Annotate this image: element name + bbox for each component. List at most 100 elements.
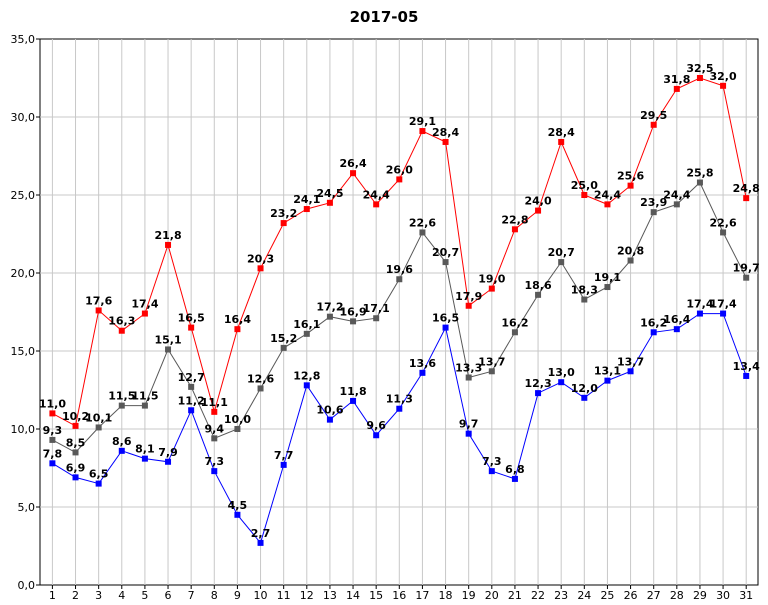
data-label: 32,0 — [710, 70, 737, 83]
data-label: 11,5 — [131, 390, 158, 403]
data-label: 17,4 — [686, 298, 713, 311]
x-tick-label: 24 — [577, 589, 591, 602]
data-point — [720, 310, 727, 317]
x-tick-label: 14 — [346, 589, 360, 602]
x-tick-label: 19 — [462, 589, 476, 602]
data-point — [257, 539, 264, 546]
data-point — [95, 307, 102, 314]
data-point — [118, 402, 125, 409]
data-point — [373, 315, 380, 322]
data-point — [627, 368, 634, 375]
data-label: 19,0 — [478, 273, 505, 286]
data-label: 13,3 — [455, 362, 482, 375]
y-tick-label: 10,0 — [11, 423, 36, 436]
x-tick-label: 10 — [254, 589, 268, 602]
data-point — [604, 201, 611, 208]
data-point — [465, 374, 472, 381]
data-point — [465, 430, 472, 437]
data-point — [280, 344, 287, 351]
grid — [40, 39, 758, 585]
data-point — [743, 372, 750, 379]
data-label: 16,2 — [501, 316, 528, 329]
data-label: 12,8 — [293, 369, 320, 382]
data-label: 20,7 — [548, 246, 575, 259]
data-point — [696, 179, 703, 186]
data-label: 11,3 — [386, 393, 413, 406]
data-label: 13,0 — [548, 366, 575, 379]
data-point — [49, 410, 56, 417]
x-tick-label: 5 — [141, 589, 148, 602]
data-point — [373, 201, 380, 208]
data-label: 26,4 — [339, 157, 366, 170]
data-point — [280, 220, 287, 227]
y-tick-label: 25,0 — [11, 189, 36, 202]
data-point — [627, 257, 634, 264]
data-label: 16,9 — [339, 305, 366, 318]
data-label: 16,4 — [224, 313, 251, 326]
data-label: 16,2 — [640, 316, 667, 329]
data-label: 8,5 — [66, 436, 86, 449]
data-label: 25,0 — [571, 179, 598, 192]
data-label: 16,1 — [293, 318, 320, 331]
data-point — [257, 385, 264, 392]
data-label: 24,4 — [594, 188, 621, 201]
data-point — [511, 226, 518, 233]
data-label: 12,6 — [247, 372, 274, 385]
x-tick-label: 25 — [600, 589, 614, 602]
data-point — [673, 85, 680, 92]
data-point — [488, 468, 495, 475]
data-label: 22,6 — [409, 216, 436, 229]
x-tick-label: 30 — [716, 589, 730, 602]
data-point — [442, 324, 449, 331]
data-label: 29,1 — [409, 115, 436, 128]
data-label: 16,3 — [108, 315, 135, 328]
data-point — [303, 330, 310, 337]
data-label: 24,1 — [293, 193, 320, 206]
data-point — [49, 436, 56, 443]
data-label: 21,8 — [154, 229, 181, 242]
data-point — [465, 302, 472, 309]
series-layer — [49, 75, 750, 546]
data-point — [165, 346, 172, 353]
y-tick-label: 30,0 — [11, 111, 36, 124]
data-point — [257, 265, 264, 272]
data-label: 7,3 — [205, 455, 225, 468]
data-label: 17,4 — [131, 298, 158, 311]
data-label: 28,4 — [548, 126, 575, 139]
data-point — [280, 461, 287, 468]
data-point — [720, 82, 727, 89]
data-point — [535, 291, 542, 298]
data-label: 7,9 — [158, 446, 178, 459]
data-label: 12,0 — [571, 382, 598, 395]
data-point — [604, 284, 611, 291]
x-tick-label: 8 — [211, 589, 218, 602]
data-point — [442, 259, 449, 266]
data-label: 17,9 — [455, 290, 482, 303]
data-point — [419, 369, 426, 376]
data-point — [49, 460, 56, 467]
data-point — [511, 329, 518, 336]
data-point — [72, 474, 79, 481]
data-label: 24,5 — [316, 187, 343, 200]
x-tick-label: 2 — [72, 589, 79, 602]
y-tick-label: 5,0 — [18, 501, 36, 514]
data-label: 20,8 — [617, 245, 644, 258]
data-label: 24,8 — [733, 182, 760, 195]
data-label: 25,6 — [617, 170, 644, 183]
data-label: 12,3 — [524, 377, 551, 390]
data-point — [650, 121, 657, 128]
data-label: 11,5 — [108, 390, 135, 403]
data-label: 28,4 — [432, 126, 459, 139]
data-label: 20,3 — [247, 252, 274, 265]
data-label: 8,1 — [135, 443, 155, 456]
data-label: 13,7 — [617, 355, 644, 368]
data-label: 17,4 — [710, 298, 737, 311]
y-tick-label: 35,0 — [11, 33, 36, 46]
data-label: 32,5 — [686, 62, 713, 75]
data-label: 6,8 — [505, 463, 525, 476]
data-label: 11,0 — [39, 397, 66, 410]
data-point — [350, 318, 357, 325]
axes: 1 2 3 4 5 6 7 8 9 10 11 12 13 14 15 16 17 18 19 20 21 22 23 24 2… — [11, 33, 754, 602]
x-tick-label: 7 — [188, 589, 195, 602]
data-label: 17,6 — [85, 294, 112, 307]
